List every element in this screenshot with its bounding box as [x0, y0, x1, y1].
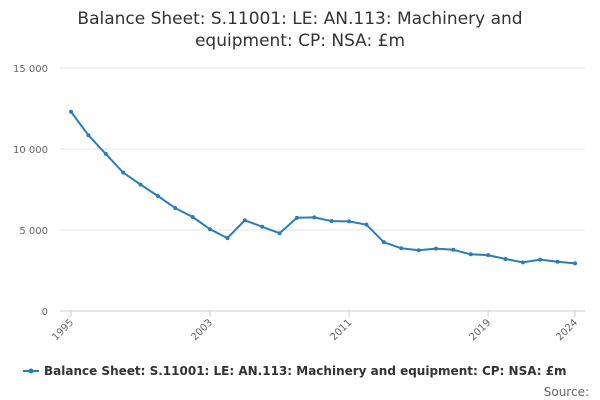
- data-point[interactable]: [294, 215, 299, 220]
- data-point[interactable]: [555, 259, 560, 264]
- data-point[interactable]: [433, 246, 438, 251]
- gridlines: [60, 67, 585, 312]
- legend-item-label[interactable]: Balance Sheet: S.11001: LE: AN.113: Mach…: [44, 364, 567, 378]
- x-axis: 1995 2003 2011 2019 2024: [50, 311, 580, 343]
- data-point[interactable]: [381, 240, 386, 245]
- data-point[interactable]: [121, 170, 126, 175]
- data-point[interactable]: [468, 252, 473, 257]
- data-point[interactable]: [312, 215, 317, 220]
- data-point[interactable]: [69, 109, 73, 114]
- data-point[interactable]: [347, 219, 352, 224]
- data-point[interactable]: [173, 206, 178, 211]
- data-point[interactable]: [573, 261, 577, 266]
- data-point[interactable]: [399, 246, 404, 251]
- x-tick-label: 2024: [554, 317, 580, 343]
- y-tick-label: 0: [42, 307, 48, 318]
- data-point[interactable]: [103, 151, 108, 156]
- data-point[interactable]: [503, 256, 508, 261]
- data-point[interactable]: [208, 227, 213, 232]
- data-point[interactable]: [242, 218, 247, 223]
- source-label: Source:: [544, 385, 589, 399]
- chart-title-line: equipment: CP: NSA: £m: [195, 31, 405, 51]
- y-tick-label: 15 000: [13, 64, 48, 75]
- data-point[interactable]: [329, 219, 334, 224]
- data-point[interactable]: [225, 236, 230, 241]
- data-point[interactable]: [86, 133, 91, 138]
- legend[interactable]: Balance Sheet: S.11001: LE: AN.113: Mach…: [23, 364, 567, 378]
- chart-title-line: Balance Sheet: S.11001: LE: AN.113: Mach…: [77, 9, 522, 29]
- x-tick-label: 2019: [467, 317, 493, 343]
- data-point[interactable]: [416, 248, 421, 253]
- chart-title: Balance Sheet: S.11001: LE: AN.113: Mach…: [77, 9, 522, 51]
- y-tick-label: 5 000: [19, 226, 48, 237]
- series-line-group: [69, 109, 577, 266]
- data-point[interactable]: [486, 253, 491, 258]
- data-point[interactable]: [138, 182, 143, 187]
- data-point[interactable]: [190, 215, 195, 220]
- x-tick-label: 2003: [189, 317, 215, 343]
- series-line: [70, 111, 576, 265]
- y-axis-ticks: 0 5 000 10 000 15 000: [13, 64, 48, 318]
- x-tick-label: 2011: [328, 317, 354, 343]
- data-point[interactable]: [520, 260, 525, 265]
- data-point[interactable]: [155, 193, 160, 198]
- data-point[interactable]: [538, 257, 543, 262]
- data-point[interactable]: [277, 231, 282, 236]
- data-point[interactable]: [260, 224, 265, 229]
- x-tick-label: 1995: [50, 317, 76, 343]
- data-point[interactable]: [451, 247, 456, 252]
- y-tick-label: 10 000: [13, 145, 48, 156]
- legend-marker-symbol: [28, 368, 34, 374]
- data-point[interactable]: [364, 222, 369, 227]
